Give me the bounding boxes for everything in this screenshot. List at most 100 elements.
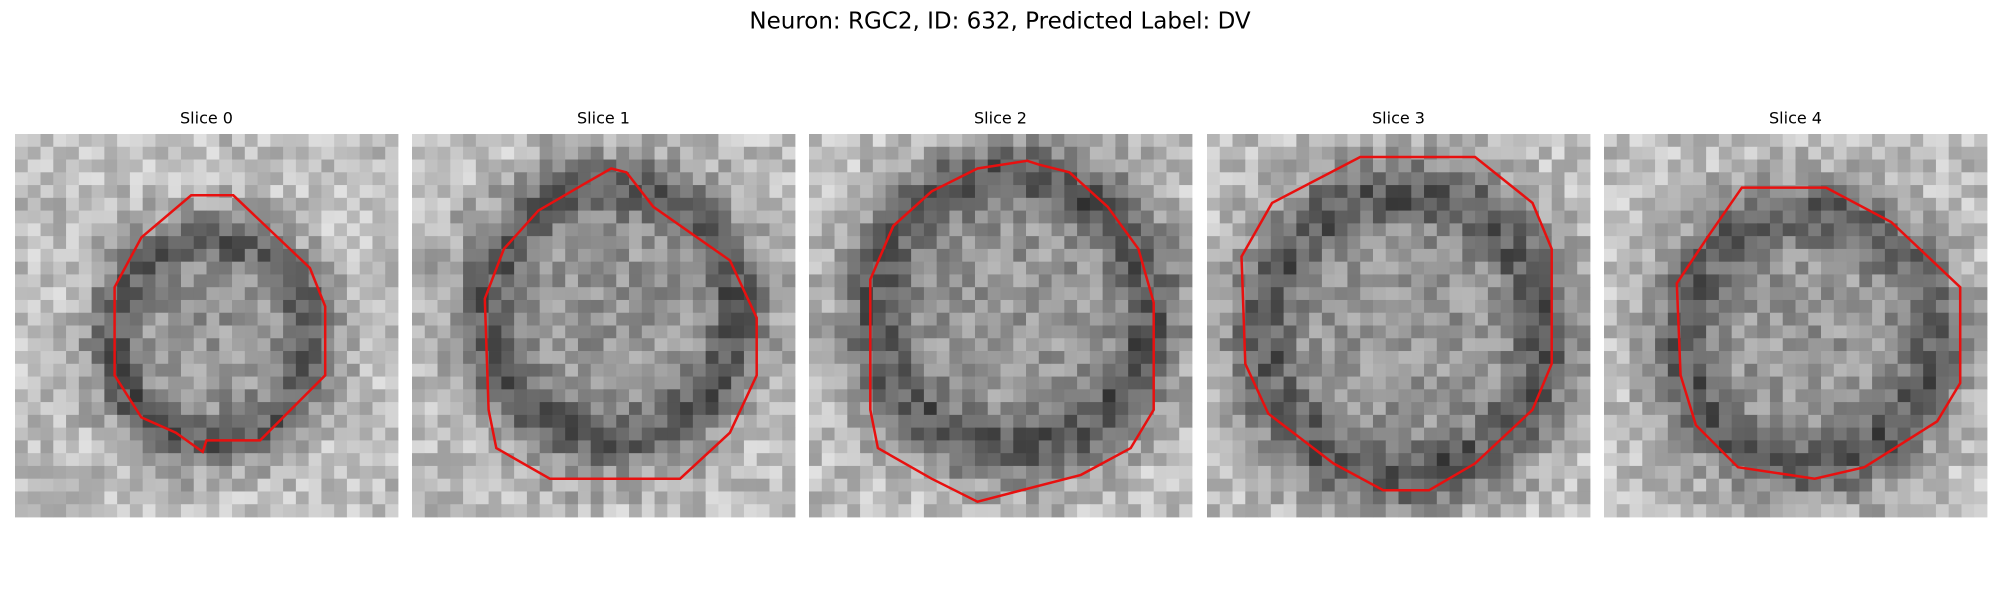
pixel: [1296, 134, 1310, 148]
pixel: [1551, 248, 1565, 263]
pixel: [667, 427, 681, 441]
pixel: [1245, 465, 1259, 480]
pixel: [667, 414, 681, 429]
pixel: [1077, 274, 1091, 288]
pixel: [155, 236, 169, 250]
pixel: [1013, 414, 1027, 429]
pixel: [1411, 465, 1425, 480]
pixel: [1102, 274, 1116, 288]
pixel: [346, 478, 361, 492]
pixel: [731, 453, 745, 467]
pixel: [1207, 134, 1221, 148]
pixel: [1910, 236, 1924, 250]
pixel: [590, 261, 604, 275]
pixel: [463, 363, 477, 377]
pixel: [1334, 248, 1348, 263]
pixel: [834, 325, 848, 339]
pixel: [539, 210, 553, 224]
pixel: [1693, 197, 1707, 211]
pixel: [257, 248, 271, 263]
pixel: [1283, 299, 1297, 314]
pixel: [1487, 172, 1502, 186]
pixel: [898, 146, 912, 160]
pixel: [1128, 185, 1142, 199]
pixel: [1102, 261, 1116, 275]
pixel: [40, 134, 54, 148]
pixel: [1808, 134, 1822, 148]
pixel: [78, 453, 92, 467]
pixel: [1642, 159, 1656, 173]
pixel: [1115, 223, 1129, 237]
pixel: [1270, 287, 1284, 301]
pixel: [1372, 376, 1387, 390]
pixel: [1718, 414, 1733, 429]
pixel: [257, 465, 271, 480]
pixel: [117, 363, 131, 377]
pixel: [334, 453, 348, 467]
pixel: [1232, 389, 1246, 403]
pixel: [590, 478, 604, 492]
pixel: [1462, 299, 1476, 314]
pixel: [718, 440, 732, 454]
pixel: [616, 236, 630, 250]
pixel: [1449, 185, 1463, 199]
pixel: [911, 504, 925, 518]
pixel: [1538, 504, 1553, 518]
pixel: [756, 325, 770, 339]
pixel: [117, 236, 131, 250]
pixel: [641, 159, 655, 173]
pixel: [91, 440, 105, 454]
pixel: [1513, 440, 1527, 454]
pixel: [1064, 159, 1078, 173]
pixel: [885, 491, 899, 505]
pixel: [821, 478, 835, 492]
pixel: [1769, 146, 1784, 160]
pixel: [731, 223, 745, 237]
pixel: [27, 338, 41, 352]
pixel: [1296, 453, 1310, 467]
pixel: [680, 351, 694, 365]
pixel: [1219, 465, 1233, 480]
pixel: [488, 185, 502, 199]
pixel: [450, 172, 464, 186]
pixel: [1179, 236, 1193, 250]
pixel: [987, 389, 1001, 403]
pixel: [860, 453, 874, 467]
pixel: [1283, 491, 1297, 505]
pixel: [1667, 197, 1681, 211]
pixel: [1207, 427, 1221, 441]
pixel: [40, 351, 54, 365]
pixel: [424, 210, 438, 224]
pixel: [1436, 478, 1450, 492]
pixel: [552, 223, 566, 237]
pixel: [923, 312, 938, 326]
pixel: [244, 146, 258, 160]
pixel: [334, 465, 348, 480]
pixel: [860, 440, 874, 454]
pixel: [526, 427, 541, 441]
pixel: [206, 491, 220, 505]
pixel: [680, 389, 694, 403]
pixel: [769, 210, 783, 224]
pixel: [1462, 402, 1476, 416]
pixel: [346, 389, 361, 403]
pixel: [885, 402, 899, 416]
pixel: [872, 338, 886, 352]
pixel: [1604, 210, 1618, 224]
pixel: [821, 504, 835, 518]
pixel: [1140, 465, 1155, 480]
pixel: [1910, 351, 1924, 365]
pixel: [1948, 363, 1962, 377]
pixel: [295, 491, 310, 505]
pixel: [872, 363, 886, 377]
pixel: [27, 146, 41, 160]
pixel: [1309, 414, 1323, 429]
pixel: [1846, 287, 1860, 301]
pixel: [1207, 312, 1221, 326]
pixel: [552, 236, 566, 250]
pixel: [923, 210, 938, 224]
pixel: [334, 274, 348, 288]
pixel: [1974, 389, 1988, 403]
pixel: [1616, 236, 1630, 250]
pixel: [1296, 402, 1310, 416]
